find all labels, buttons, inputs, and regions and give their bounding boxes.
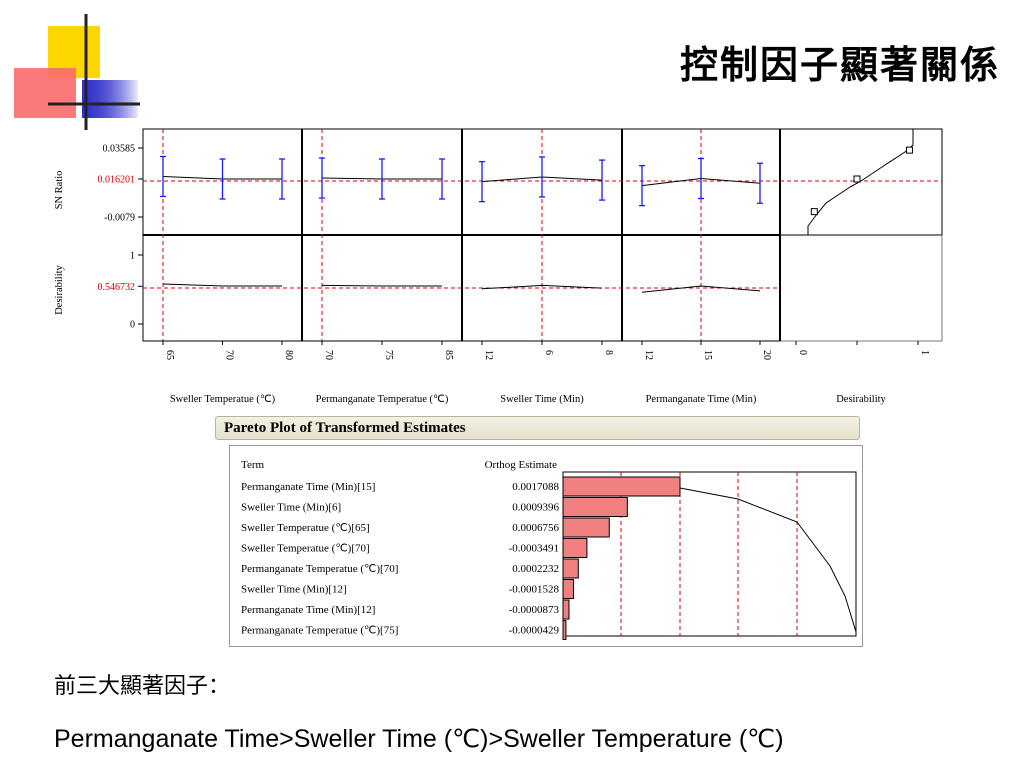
x-tick-label: 1	[919, 350, 930, 355]
pareto-term-label: Permanganate Temperatue (℃)[70]	[241, 563, 398, 575]
pareto-estimate-label: 0.0006756	[512, 522, 559, 534]
pareto-estimate-label: 0.0017088	[512, 481, 559, 493]
column-header-term: Term	[241, 459, 264, 471]
x-tick-label: 70	[323, 350, 334, 360]
desirability-marker	[853, 175, 861, 183]
slide-title: 控制因子顯著關係	[679, 42, 1000, 87]
factor-axis-title: Permanganate Time (Min)	[646, 394, 757, 405]
pareto-plot: Term Orthog Estimate Permanganate Time (Mi…	[241, 459, 857, 640]
pareto-bar	[562, 620, 567, 640]
factor-axis-title: Desirability	[836, 394, 886, 405]
x-tick-label: 20	[761, 350, 772, 360]
subheading: 前三大顯著因子：	[54, 674, 231, 699]
pareto-bar	[562, 538, 588, 558]
desirability-tick-label: 1	[130, 251, 135, 262]
x-tick-label: 65	[164, 350, 175, 360]
desirability-marker	[810, 208, 818, 216]
pareto-title: Pareto Plot of Transformed Estimates	[224, 420, 466, 436]
pareto-bar	[562, 579, 574, 599]
pareto-term-label: Permanganate Temperatue (℃)[75]	[241, 625, 398, 637]
desirability-tick-label: 0.546732	[98, 282, 136, 293]
x-tick-label: 12	[483, 350, 494, 360]
pareto-plot-frame	[562, 471, 857, 637]
profiler-panel	[779, 234, 943, 342]
pareto-bar	[562, 517, 610, 538]
conclusion-text: Permanganate Time>Sweller Time (℃)>Swell…	[54, 725, 784, 753]
x-tick-label: 15	[702, 350, 713, 360]
x-tick-label: 85	[443, 350, 454, 360]
pareto-term-label: Permanganate Time (Min)[15]	[241, 481, 375, 493]
pareto-bar	[562, 599, 570, 620]
pareto-bar	[562, 497, 628, 517]
pareto-term-label: Permanganate Time (Min)[12]	[241, 604, 375, 616]
x-tick-label: 70	[224, 350, 235, 360]
pareto-bar	[562, 476, 681, 497]
pareto-estimate-label: -0.0000873	[509, 604, 560, 616]
pareto-table: Term Orthog Estimate Permanganate Time (Mi…	[229, 445, 863, 647]
y-axis-title-sn: SN Ratio	[54, 171, 65, 210]
pareto-term-label: Sweller Temperatue (℃)[70]	[241, 543, 370, 555]
pareto-header-bar[interactable]: Pareto Plot of Transformed Estimates	[215, 416, 860, 440]
corner-decoration	[14, 14, 140, 130]
pareto-estimate-label: 0.0002232	[512, 563, 559, 575]
x-tick-label: 80	[283, 350, 294, 360]
desirability-trace	[481, 284, 603, 290]
factor-axis-title: Sweller Time (Min)	[500, 394, 584, 405]
sn-tick-label: 0.03585	[103, 144, 136, 155]
desirability-tick-label: 0	[130, 320, 135, 331]
column-header-estimate: Orthog Estimate	[485, 459, 558, 471]
pareto-estimate-label: -0.0000429	[509, 625, 560, 637]
pareto-term-label: Sweller Temperatue (℃)[65]	[241, 522, 370, 534]
sn-tick-label: 0.016201	[98, 174, 136, 185]
desirability-trace	[321, 284, 442, 287]
x-tick-label: 6	[543, 350, 554, 355]
x-tick-label: 0	[797, 350, 808, 355]
desirability-marker	[905, 146, 913, 154]
x-tick-label: 75	[383, 350, 394, 360]
pareto-estimate-label: 0.0009396	[512, 502, 559, 514]
x-tick-label: 12	[643, 350, 654, 360]
pareto-estimate-label: -0.0003491	[509, 543, 559, 555]
profiler-panel	[779, 128, 943, 236]
factor-axis-title: Sweller Temperatue (℃)	[170, 394, 276, 405]
pareto-term-label: Sweller Time (Min)[6]	[241, 502, 341, 514]
sn-tick-label: -0.0079	[104, 213, 135, 224]
pareto-cumulative-curve	[679, 487, 857, 633]
desirability-trace	[641, 285, 761, 293]
pareto-bar	[562, 558, 579, 579]
desirability-trace	[162, 283, 282, 287]
y-axis-title-desirability: Desirability	[54, 264, 65, 314]
pareto-estimate-label: -0.0001528	[509, 584, 560, 596]
pareto-term-label: Sweller Time (Min)[12]	[241, 584, 347, 596]
factor-axis-title: Permanganate Temperatue (℃)	[316, 394, 449, 405]
x-tick-label: 8	[603, 350, 614, 355]
prediction-profiler: 0.03585 0.016201 -0.0079 1 0.546732 0 SN Ratio…	[54, 128, 943, 405]
